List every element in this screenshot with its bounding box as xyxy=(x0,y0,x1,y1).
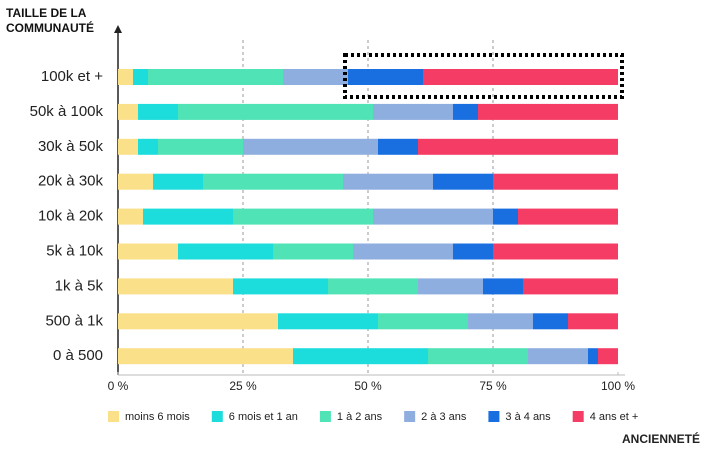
y-tick-label: 5k à 10k xyxy=(46,242,103,259)
bar-segment xyxy=(533,313,568,330)
bar-segment xyxy=(118,243,178,260)
bar-segment xyxy=(118,103,138,120)
bar-segment xyxy=(493,243,618,260)
legend-label: 4 ans et + xyxy=(590,411,639,423)
legend-label: 1 à 2 ans xyxy=(337,411,383,423)
bar-segment xyxy=(468,313,533,330)
bar-segment xyxy=(273,243,353,260)
legend-swatch xyxy=(404,411,416,422)
bar-segment xyxy=(118,313,278,330)
bar-segment xyxy=(378,138,418,155)
bar-segment xyxy=(453,243,493,260)
bar-segment xyxy=(378,313,468,330)
bar-segment xyxy=(493,173,618,190)
y-tick-label: 500 à 1k xyxy=(45,312,103,329)
bar-segment xyxy=(283,69,348,85)
bar-segment xyxy=(348,69,423,85)
legend-swatch xyxy=(572,411,584,422)
bar-segment xyxy=(373,103,453,120)
bar-segment xyxy=(233,208,373,225)
x-tick-label: 50 % xyxy=(354,379,382,393)
bar-segment xyxy=(178,103,373,120)
x-tick-label: 75 % xyxy=(479,379,507,393)
legend-swatch xyxy=(108,411,119,422)
x-tick-label: 25 % xyxy=(229,379,257,393)
bar-segment xyxy=(138,103,178,120)
x-tick-label: 100 % xyxy=(601,379,635,393)
legend-swatch xyxy=(488,411,500,422)
y-tick-label: 50k à 100k xyxy=(30,103,104,120)
bar-segment xyxy=(588,348,598,365)
bar-segment xyxy=(493,208,518,225)
bar-segment xyxy=(233,278,328,295)
bar-segment xyxy=(203,173,343,190)
y-tick-label: 10k à 20k xyxy=(38,208,104,225)
bar-segment xyxy=(118,173,153,190)
y-tick-label: 30k à 50k xyxy=(38,138,104,155)
bar-segment xyxy=(138,138,158,155)
bar-segment xyxy=(423,69,618,85)
x-tick-label: 0 % xyxy=(108,379,129,393)
bar-segment xyxy=(523,278,618,295)
bar-segment xyxy=(478,103,618,120)
bar-segment xyxy=(453,103,478,120)
bar-segment xyxy=(418,278,483,295)
bar-segment xyxy=(118,208,143,225)
legend-label: 6 mois et 1 an xyxy=(229,411,298,423)
bar-segment xyxy=(433,173,493,190)
bar-segment xyxy=(158,138,243,155)
bar-segment xyxy=(118,69,133,85)
bar-segment xyxy=(353,243,453,260)
highlight-box xyxy=(343,53,624,99)
bar-segment xyxy=(178,243,273,260)
x-axis-title: ANCIENNETÉ xyxy=(622,431,700,446)
bar-segment xyxy=(518,208,618,225)
bar-segment xyxy=(598,348,618,365)
bar-segment xyxy=(428,348,528,365)
bar-segment xyxy=(148,69,283,85)
legend-label: 2 à 3 ans xyxy=(421,411,467,423)
bar-segment xyxy=(278,313,378,330)
bar-segment xyxy=(153,173,203,190)
legend-label: moins 6 mois xyxy=(125,411,190,423)
bar-segment xyxy=(118,138,138,155)
bar-segment xyxy=(373,208,493,225)
bar-segment xyxy=(118,348,293,365)
legend-swatch xyxy=(211,411,223,422)
bar-segment xyxy=(568,313,618,330)
legend-label: 3 à 4 ans xyxy=(505,411,551,423)
bar-segment xyxy=(133,69,148,85)
y-tick-label: 100k et + xyxy=(41,68,103,85)
bar-segment xyxy=(328,278,418,295)
bar-segment xyxy=(293,348,428,365)
y-axis-arrow xyxy=(114,25,122,33)
bar-segment xyxy=(243,138,378,155)
bar-segment xyxy=(418,138,618,155)
y-tick-label: 0 à 500 xyxy=(53,347,103,364)
bar-segment xyxy=(118,278,233,295)
y-axis-title: TAILLE DE LA COMMUNAUTÉ xyxy=(6,6,94,35)
bar-segment xyxy=(483,278,523,295)
y-tick-label: 1k à 5k xyxy=(55,277,104,294)
bar-segment xyxy=(528,348,588,365)
legend-swatch xyxy=(319,411,331,422)
bar-segment xyxy=(343,173,433,190)
y-tick-label: 20k à 30k xyxy=(38,173,104,190)
bar-segment xyxy=(143,208,233,225)
